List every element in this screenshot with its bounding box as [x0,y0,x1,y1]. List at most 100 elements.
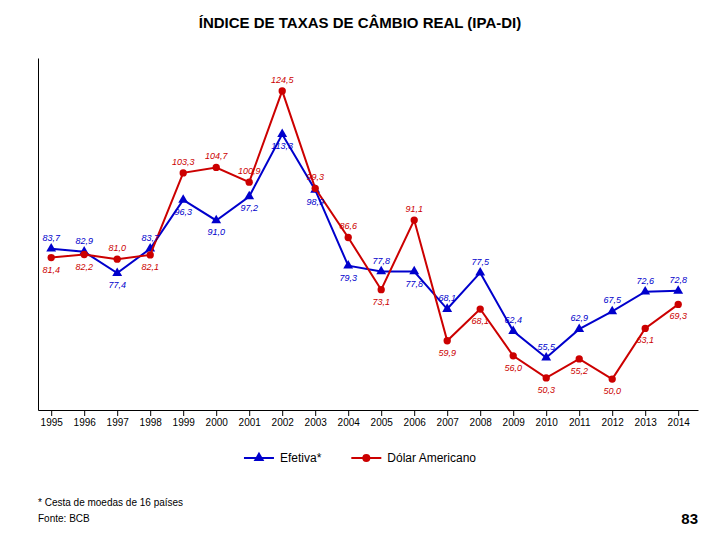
data-label: 50,3 [537,385,555,395]
data-label: 62,9 [570,313,588,323]
data-point [510,352,517,359]
data-point [541,352,551,361]
data-label: 62,4 [504,315,522,325]
x-tick: 2009 [503,410,526,428]
x-tick: 1998 [140,410,163,428]
data-label: 82,1 [141,262,159,272]
data-label: 124,5 [271,75,295,85]
data-point [642,325,649,332]
x-tick: 2005 [371,410,394,428]
x-tick: 2006 [404,410,427,428]
data-point [543,374,550,381]
data-label: 97,2 [240,203,258,213]
x-tick-mark [51,410,52,416]
data-label: 98,9 [306,197,324,207]
data-point [46,243,56,252]
legend-item: Dólar Americano [351,451,476,465]
x-tick: 2010 [536,410,559,428]
data-point [244,191,254,200]
data-label: 68,1 [438,293,456,303]
x-tick-mark [579,410,580,416]
legend-marker [362,454,370,462]
data-point [112,267,122,276]
data-point [277,129,287,138]
x-tick-label: 1999 [173,417,196,428]
data-point [576,355,583,362]
data-label: 82,9 [75,236,93,246]
x-tick-mark [480,410,481,416]
data-point [409,266,419,275]
data-point [180,169,187,176]
data-point [411,216,418,223]
data-label: 83,7 [141,233,160,243]
x-axis: 1995199619971998199920002001200220032004… [39,410,699,428]
data-point [114,255,121,262]
x-tick-label: 2008 [470,417,493,428]
data-label: 91,1 [405,204,423,214]
data-label: 63,1 [636,335,654,345]
data-point [607,306,617,315]
x-tick-mark [513,410,514,416]
x-tick-label: 2003 [305,417,328,428]
x-tick: 1995 [41,410,64,428]
data-label: 79,3 [339,273,357,283]
x-tick: 1999 [173,410,196,428]
data-label: 77,4 [108,280,126,290]
x-tick-label: 2006 [404,417,427,428]
x-tick-mark [315,410,316,416]
x-tick-mark [381,410,382,416]
x-tick-label: 2000 [206,417,229,428]
series-line [51,134,678,358]
x-tick-mark [249,410,250,416]
x-tick-mark [678,410,679,416]
data-label: 56,0 [504,363,522,373]
data-point [213,164,220,171]
x-tick-label: 2009 [503,417,526,428]
chart: ÍNDICE DE TAXAS DE CÂMBIO REAL (IPA-DI) 1… [0,0,720,540]
x-tick-mark [348,410,349,416]
data-label: 68,1 [471,316,489,326]
data-point [376,266,386,275]
x-tick-label: 2012 [602,417,625,428]
data-point [675,301,682,308]
x-tick-label: 2014 [668,417,691,428]
x-tick: 2001 [239,410,262,428]
data-label: 91,0 [207,227,225,237]
data-label: 72,6 [636,276,654,286]
legend: Efetiva* Dólar Americano [244,451,476,465]
x-tick-mark [414,410,415,416]
data-label: 81,4 [42,265,60,275]
x-tick-mark [282,410,283,416]
x-tick: 2007 [437,410,460,428]
data-point [508,325,518,334]
x-tick-label: 1996 [74,417,97,428]
data-label: 77,8 [405,279,423,289]
data-point [442,303,452,312]
data-point [310,184,320,193]
x-tick-mark [447,410,448,416]
marks [46,87,683,382]
data-point [246,179,253,186]
x-tick-mark [183,410,184,416]
x-tick: 1996 [74,410,97,428]
legend-label: Dólar Americano [387,451,476,465]
data-label: 59,9 [438,348,456,358]
legend-marker [254,452,265,461]
x-tick-mark [645,410,646,416]
x-tick-label: 2005 [371,417,394,428]
y-axis [38,59,39,411]
data-label: 50,0 [603,386,621,396]
x-tick: 2012 [602,410,625,428]
legend-label: Efetiva* [280,451,322,465]
x-tick: 2011 [569,410,591,428]
x-tick-mark [117,410,118,416]
title: ÍNDICE DE TAXAS DE CÂMBIO REAL (IPA-DI) [199,14,522,31]
x-axis-line [39,410,699,411]
data-label: 77,5 [471,257,490,267]
x-tick: 2000 [206,410,229,428]
data-label: 104,7 [205,151,229,161]
data-label: 81,0 [108,243,126,253]
data-point [477,305,484,312]
x-tick-mark [612,410,613,416]
data-point [673,285,683,294]
